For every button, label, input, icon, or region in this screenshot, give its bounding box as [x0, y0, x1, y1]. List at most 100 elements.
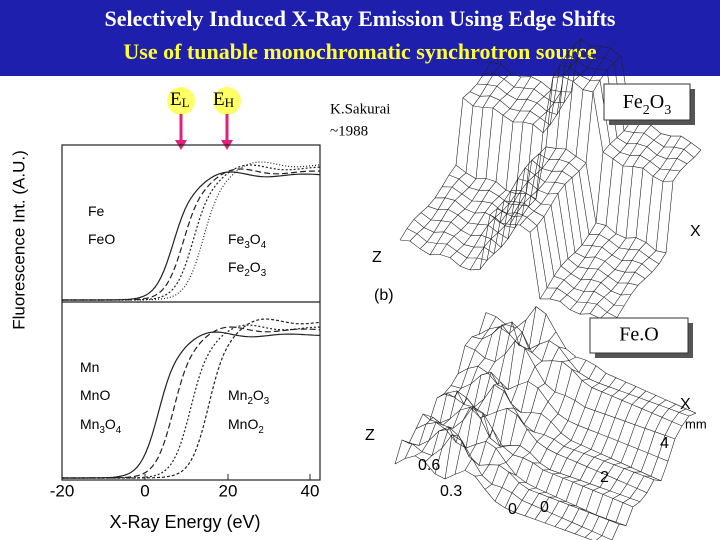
mesh-line [422, 406, 634, 508]
map-label: mm [685, 416, 707, 431]
mesh-line [429, 406, 641, 502]
mesh-line [424, 324, 517, 463]
marker-circle [167, 87, 195, 115]
map-title: Fe2O3 [623, 91, 671, 118]
mesh-line [459, 89, 552, 267]
map-title: Fe.O [619, 324, 658, 346]
map-title-box [589, 317, 689, 354]
x-tick-label: 20 [219, 481, 238, 500]
mesh-line [574, 399, 667, 535]
curve-label: Fe3O4 [228, 231, 267, 251]
mesh-line [399, 214, 611, 327]
curve-label: Mn2O3 [228, 387, 270, 407]
mesh-line [490, 38, 702, 151]
x-axis-label: X-Ray Energy (eV) [109, 512, 260, 532]
mesh-line [399, 61, 492, 241]
mesh-line [599, 142, 692, 319]
mesh-line [519, 48, 612, 226]
map-label: X [690, 223, 701, 240]
mesh-line [404, 316, 497, 459]
curve-label: MnO2 [228, 416, 264, 436]
x-tick-label: -20 [50, 481, 75, 500]
mesh-line [429, 76, 522, 255]
mesh-line [476, 53, 688, 165]
mesh-line [595, 408, 687, 540]
mesh-line [449, 81, 542, 258]
mesh-line [443, 384, 655, 481]
mesh-line [413, 200, 625, 307]
mesh-line [549, 120, 642, 300]
mesh-line [539, 121, 632, 300]
mesh-line [434, 167, 646, 279]
title: Selectively Induced X-Ray Emission Using… [105, 6, 616, 31]
marker-circle [213, 87, 241, 115]
mesh-line [464, 331, 557, 471]
spectrum [62, 318, 321, 479]
mesh-line [484, 356, 577, 490]
mesh-line [534, 381, 627, 520]
map-label: 0.6 [418, 457, 440, 474]
mesh-line [439, 76, 532, 255]
mesh-line [474, 346, 567, 477]
curve-label: Mn [80, 359, 99, 375]
mesh-line [483, 44, 695, 158]
mesh-line [434, 319, 527, 474]
curve-label: Fe [88, 203, 105, 219]
mesh-line [584, 404, 677, 538]
mesh-line [544, 386, 637, 524]
curve-label: Mn3O4 [80, 416, 122, 436]
mesh-line [419, 72, 512, 250]
curve-label: MnO [80, 387, 110, 403]
mesh-line [464, 340, 676, 440]
mesh-line [514, 373, 607, 513]
header-band [0, 0, 720, 76]
map-label: Z [372, 249, 382, 266]
mesh-line [494, 359, 587, 502]
mesh-line [589, 135, 682, 314]
x-tick-label: 40 [301, 481, 320, 500]
mesh-line [469, 91, 562, 271]
mesh-line [479, 91, 572, 270]
mesh-line [499, 45, 592, 224]
mesh-line [415, 422, 627, 526]
mesh-line [455, 146, 667, 254]
credit-year: ~1988 [330, 123, 368, 139]
curve-label: FeO [88, 231, 115, 247]
map-label: 0.3 [440, 483, 462, 500]
mesh-line [414, 324, 507, 457]
spectra-curves [61, 161, 321, 480]
x-tick-label: 0 [140, 481, 149, 500]
mesh-line [564, 395, 657, 531]
spectrum [62, 161, 321, 301]
mesh-line [394, 455, 593, 540]
mesh-line [489, 38, 582, 216]
mesh-line [485, 306, 697, 414]
surface-maps [394, 38, 702, 540]
credit-author: K.Sakurai [330, 101, 390, 117]
subtitle: Use of tunable monochromatic synchrotron… [123, 39, 596, 64]
mesh-line [559, 124, 652, 302]
y-axis-label: Fluorescence Int. (A.U.) [9, 150, 28, 330]
curve-label: Fe2O3 [228, 259, 267, 279]
mesh-line [524, 377, 617, 516]
mesh-line [408, 426, 620, 525]
map-label: 2 [600, 469, 609, 486]
mesh-line [529, 56, 622, 233]
map-label: X [680, 396, 691, 413]
map-label: (b) [374, 287, 394, 304]
mesh-line [478, 326, 690, 417]
mesh-line [457, 365, 669, 462]
map-label: 0 [540, 499, 549, 516]
mesh-line [394, 312, 487, 465]
map-label: 4 [660, 435, 669, 452]
mesh-line [569, 133, 662, 311]
mesh-line [444, 306, 537, 479]
map-title-box [603, 83, 691, 121]
map-label: Z [365, 427, 375, 444]
mesh-line [454, 313, 547, 475]
mesh-line [579, 135, 672, 315]
mesh-line [441, 159, 653, 273]
mesh-line [504, 365, 597, 509]
marker-label: EH [213, 89, 234, 110]
